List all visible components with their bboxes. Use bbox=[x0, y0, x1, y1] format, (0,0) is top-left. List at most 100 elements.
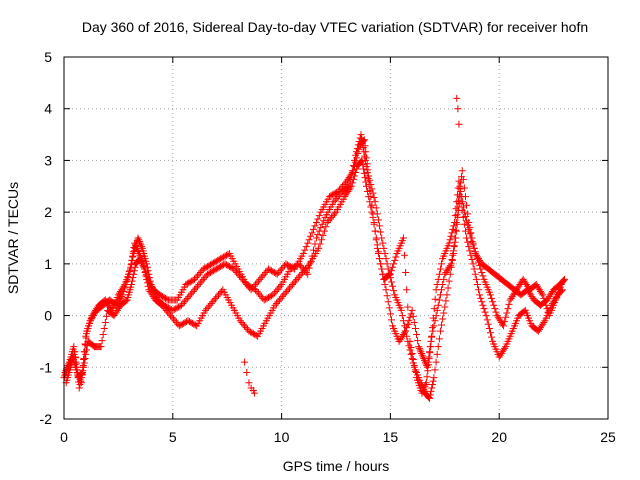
data-point bbox=[330, 190, 338, 198]
data-point bbox=[65, 360, 73, 368]
data-point bbox=[120, 282, 128, 290]
data-point bbox=[270, 289, 278, 297]
data-point bbox=[170, 315, 178, 323]
data-point bbox=[280, 291, 288, 299]
data-point bbox=[426, 349, 434, 357]
data-point bbox=[366, 176, 374, 184]
data-point bbox=[217, 255, 225, 263]
data-point bbox=[293, 275, 301, 283]
data-point bbox=[215, 263, 223, 271]
data-point bbox=[445, 239, 453, 247]
data-point bbox=[288, 264, 296, 272]
data-point bbox=[387, 267, 395, 275]
data-point bbox=[461, 227, 469, 235]
data-point bbox=[448, 256, 456, 264]
data-point bbox=[281, 289, 289, 297]
data-point bbox=[186, 291, 194, 299]
data-point bbox=[479, 272, 487, 280]
data-point bbox=[452, 205, 460, 213]
data-point bbox=[559, 277, 567, 285]
x-tick-label: 10 bbox=[274, 429, 290, 445]
data-point bbox=[195, 270, 203, 278]
data-point bbox=[431, 295, 439, 303]
data-point bbox=[560, 275, 568, 283]
data-point bbox=[169, 306, 177, 314]
data-point bbox=[315, 244, 323, 252]
data-point bbox=[419, 387, 427, 395]
data-point bbox=[211, 266, 219, 274]
data-point bbox=[540, 294, 548, 302]
data-point bbox=[445, 277, 453, 285]
data-point bbox=[287, 282, 295, 290]
data-point bbox=[434, 275, 442, 283]
data-point bbox=[453, 191, 461, 199]
data-point bbox=[238, 318, 246, 326]
data-point bbox=[271, 301, 279, 309]
data-point bbox=[458, 167, 466, 175]
data-point bbox=[331, 210, 339, 218]
data-point bbox=[441, 303, 449, 311]
data-point bbox=[418, 351, 426, 359]
data-point bbox=[392, 253, 400, 261]
data-point bbox=[128, 256, 136, 264]
data-point bbox=[450, 222, 458, 230]
data-point bbox=[361, 156, 369, 164]
data-point bbox=[191, 321, 199, 329]
data-point bbox=[101, 318, 109, 326]
data-point bbox=[346, 177, 354, 185]
data-point bbox=[233, 268, 241, 276]
data-point bbox=[217, 262, 225, 270]
data-point bbox=[146, 281, 154, 289]
data-point bbox=[485, 325, 493, 332]
data-point bbox=[145, 277, 153, 285]
data-point bbox=[377, 260, 385, 268]
data-point bbox=[484, 320, 492, 328]
data-point bbox=[279, 263, 287, 271]
data-point bbox=[491, 305, 499, 313]
data-point bbox=[465, 225, 473, 233]
data-point bbox=[227, 263, 235, 271]
data-point bbox=[352, 151, 360, 159]
data-point bbox=[73, 363, 81, 371]
data-point bbox=[387, 278, 395, 286]
data-point bbox=[429, 377, 437, 385]
data-point bbox=[243, 368, 251, 376]
data-point bbox=[428, 324, 436, 332]
data-point bbox=[208, 260, 216, 268]
data-point bbox=[459, 198, 467, 206]
data-point bbox=[452, 227, 460, 235]
data-point bbox=[370, 193, 378, 201]
data-point bbox=[371, 227, 379, 235]
data-point bbox=[428, 333, 436, 341]
data-point bbox=[205, 269, 213, 277]
data-point bbox=[263, 294, 271, 302]
data-point bbox=[222, 251, 230, 259]
data-point bbox=[301, 267, 309, 275]
data-point bbox=[76, 381, 84, 389]
chart-title: Day 360 of 2016, Sidereal Day-to-day VTE… bbox=[82, 19, 588, 35]
data-point bbox=[295, 260, 303, 268]
data-point bbox=[162, 294, 170, 302]
data-point bbox=[135, 250, 143, 258]
data-point bbox=[447, 260, 455, 268]
data-point bbox=[408, 306, 416, 314]
data-point bbox=[367, 203, 375, 211]
data-point bbox=[401, 329, 409, 337]
data-point bbox=[471, 270, 479, 278]
data-point bbox=[162, 306, 170, 314]
data-point bbox=[322, 223, 330, 231]
data-point bbox=[178, 320, 186, 328]
data-point bbox=[216, 289, 224, 297]
data-point bbox=[423, 373, 431, 381]
data-point bbox=[304, 239, 312, 247]
data-point bbox=[248, 329, 256, 337]
data-point bbox=[368, 208, 376, 216]
data-point bbox=[381, 281, 389, 289]
data-point bbox=[410, 362, 418, 370]
data-point bbox=[215, 256, 223, 264]
data-point bbox=[272, 269, 280, 277]
data-point bbox=[320, 217, 328, 225]
data-point bbox=[78, 369, 86, 377]
data-point bbox=[376, 222, 384, 230]
data-point bbox=[329, 212, 337, 220]
